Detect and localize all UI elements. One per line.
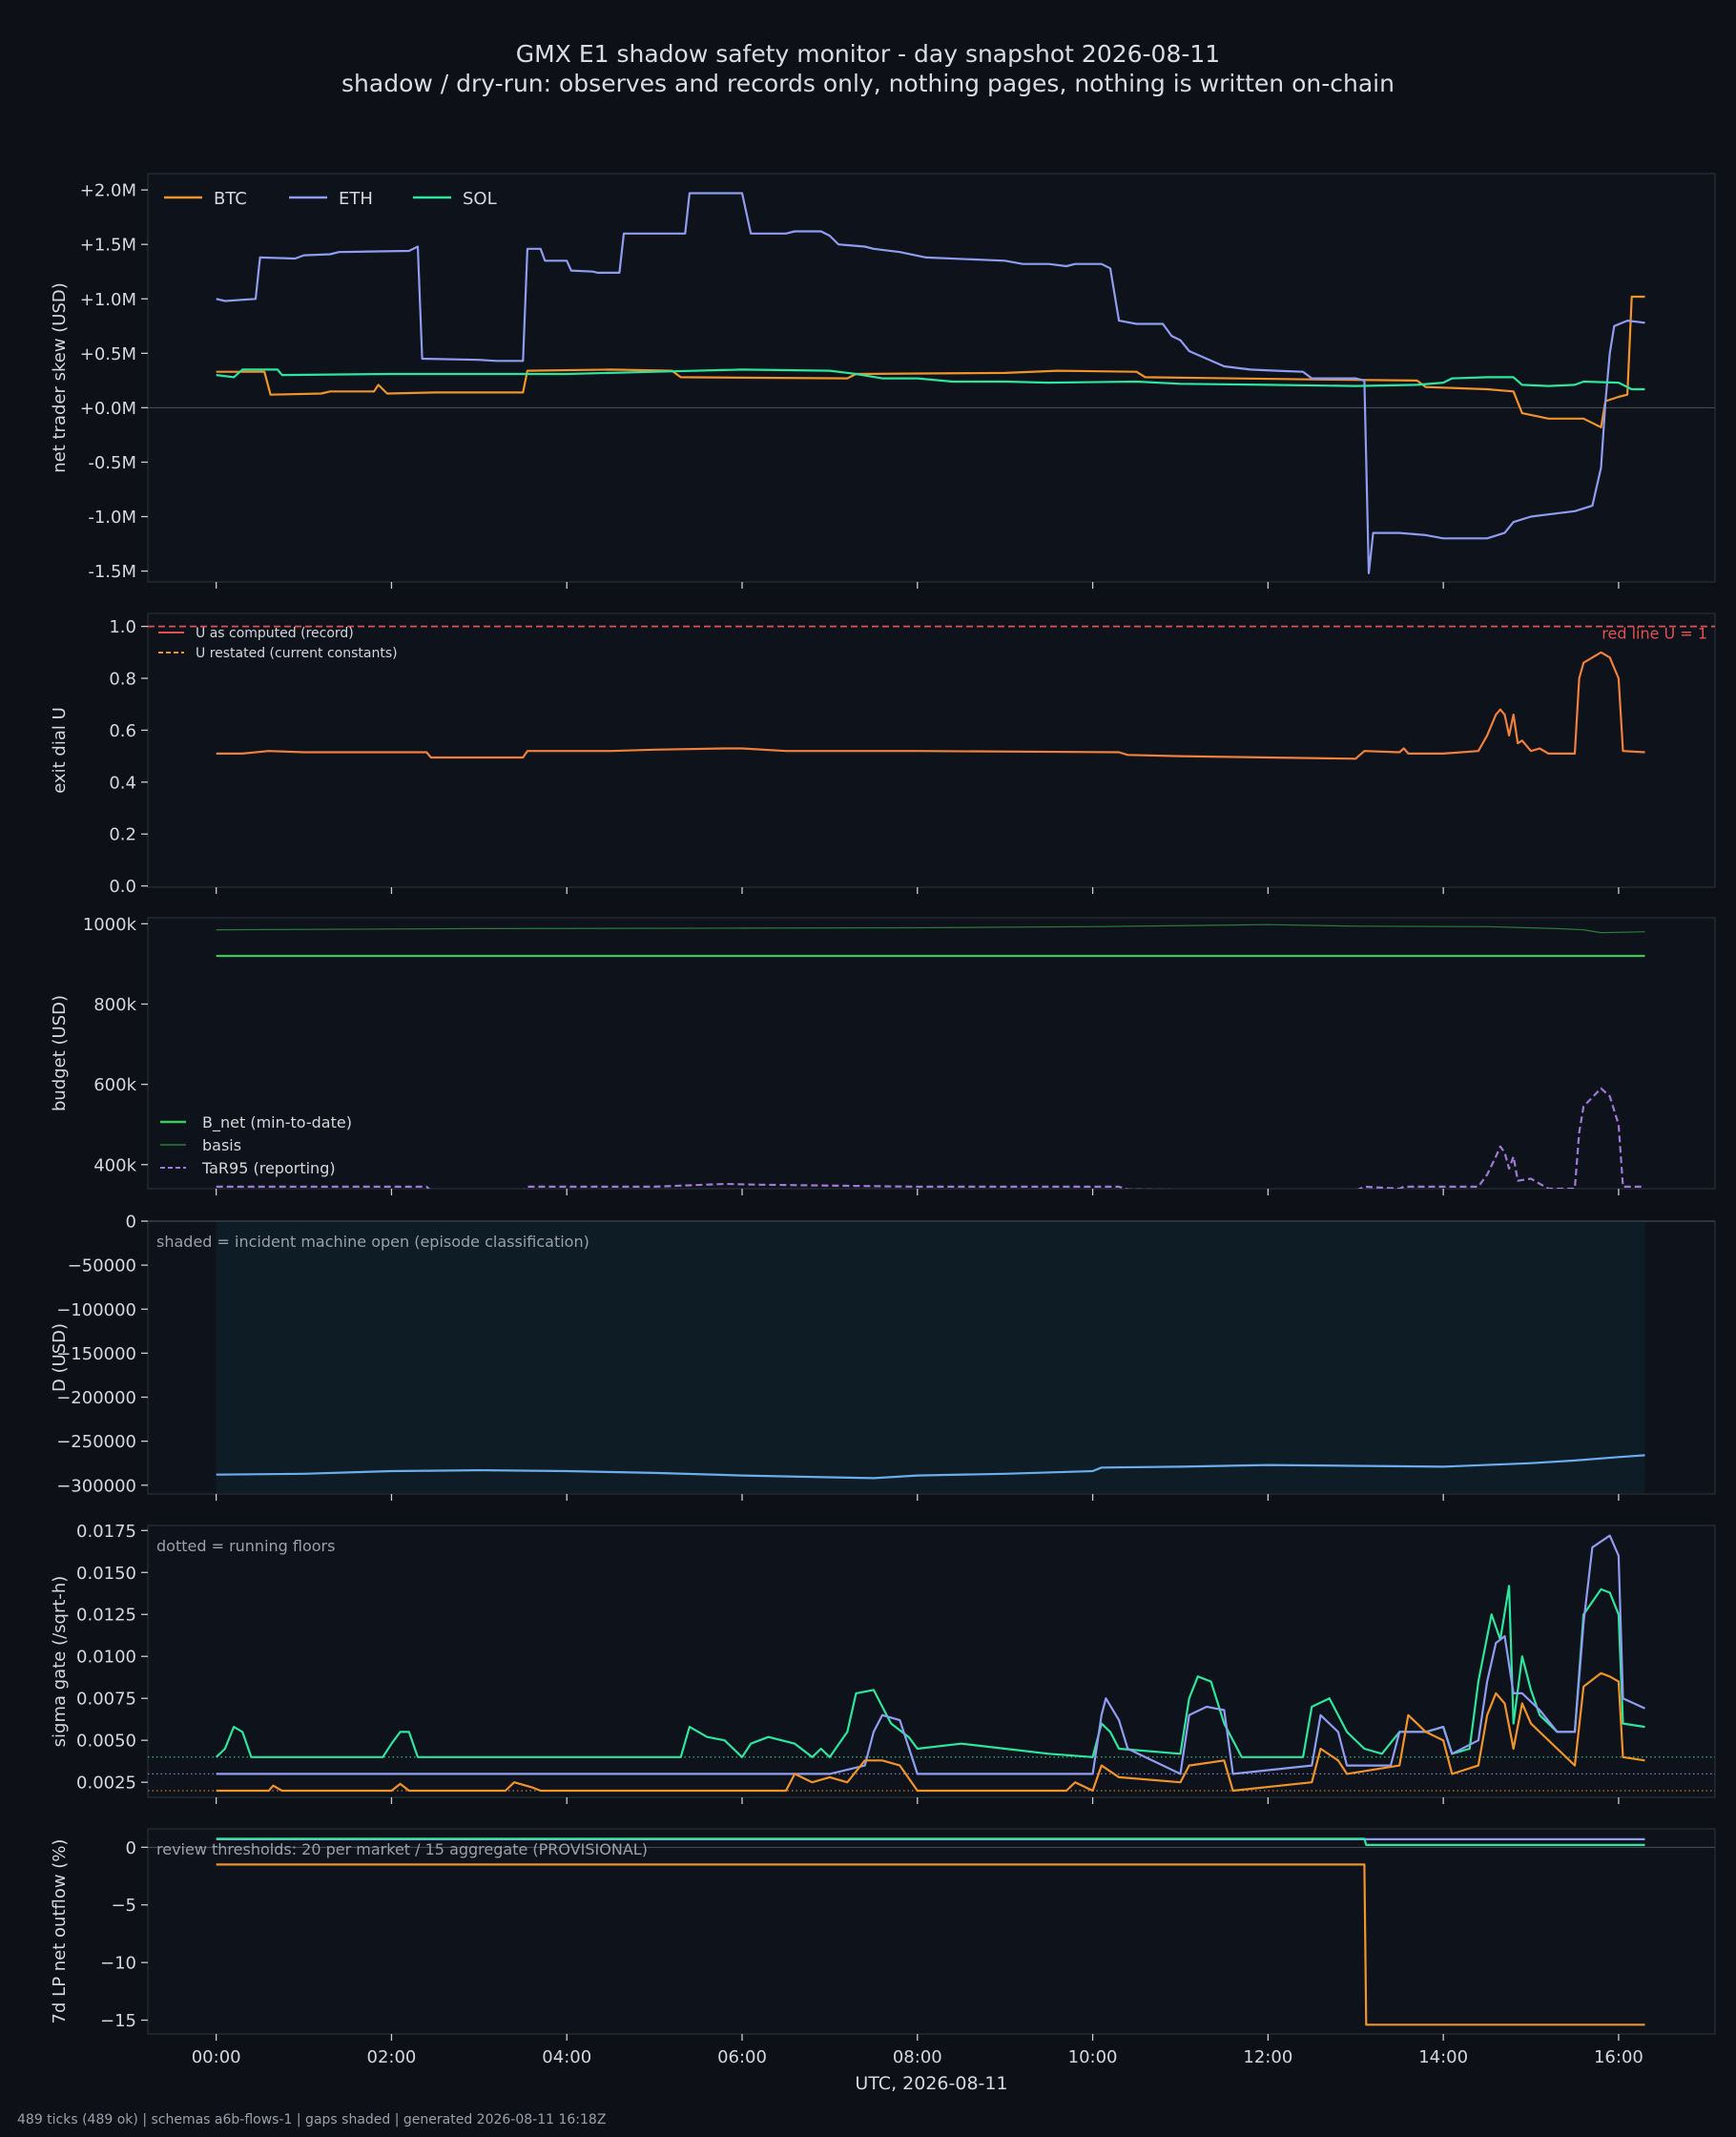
panel-budget: 1000k 800k 600k 400k budget (USD) B_net (min-… [50, 915, 1716, 1195]
series-d-d [216, 1454, 1645, 1480]
y-tick-label: 0.0100 [76, 1648, 136, 1668]
y-axis-label: budget (USD) [50, 995, 70, 1111]
incident-shading [216, 1222, 1645, 1493]
y-tick-label: −15 [100, 2011, 136, 2031]
y-tick-label: 600k [93, 1075, 136, 1095]
series-budget-tar95 [216, 1087, 1645, 1189]
y-axis-label: net trader skew (USD) [50, 282, 70, 473]
y-tick-label: 0.0050 [76, 1732, 136, 1752]
panel-annotation: review thresholds: 20 per market / 15 ag… [156, 1840, 648, 1858]
y-tick-label: 1000k [83, 915, 137, 935]
chart-subtitle: shadow / dry-run: observes and records o… [341, 70, 1395, 97]
series-exit_dial-u_record [216, 651, 1645, 760]
footer-status: 489 ticks (489 ok) | schemas a6b-flows-1… [17, 2112, 607, 2127]
panel-lp_outflow: 0 −5 −10 −15 7d LP net outflow (%) review thr… [50, 1828, 1716, 2041]
legend-label-1: basis [202, 1136, 241, 1154]
y-tick-label: 800k [93, 995, 136, 1015]
x-tick-label: 14:00 [1418, 2047, 1468, 2067]
x-tick-label: 08:00 [893, 2047, 942, 2067]
y-tick-label: +0.0M [80, 399, 136, 419]
y-tick-label: −10 [100, 1954, 136, 1974]
y-axis-label: 7d LP net outflow (%) [50, 1839, 70, 2024]
series-sigma-btc [216, 1671, 1645, 1793]
y-tick-label: 0.0150 [76, 1564, 136, 1584]
x-tick-label: 06:00 [717, 2047, 767, 2067]
y-tick-label: 0.8 [109, 670, 136, 690]
x-axis-label: UTC, 2026-08-11 [855, 2073, 1007, 2094]
x-tick-label: 16:00 [1594, 2047, 1643, 2067]
y-axis-label: sigma gate (/sqrt-h) [50, 1576, 70, 1748]
y-tick-label: −250000 [56, 1432, 136, 1452]
y-tick-label: −50000 [68, 1256, 136, 1276]
panel-skew: +2.0M +1.5M +1.0M +0.5M +0.0M -0.5M -1.0M -1.5M… [50, 173, 1716, 589]
red-line-label: red line U = 1 [1602, 625, 1707, 643]
x-tick-label: 02:00 [367, 2047, 417, 2067]
y-tick-label: −300000 [56, 1476, 136, 1496]
y-tick-label: +2.0M [80, 181, 136, 201]
y-tick-label: +1.5M [80, 236, 136, 256]
y-tick-label: 0 [126, 1838, 136, 1858]
panel-exit_dial: 1.0 0.8 0.6 0.4 0.2 0.0 exit dial U red line U … [50, 612, 1716, 897]
plot-area-lp_outflow [147, 1828, 1716, 2035]
series-lp_outflow-btc [216, 1863, 1645, 2026]
y-tick-label: 400k [93, 1155, 136, 1175]
y-tick-label: -1.5M [88, 562, 136, 582]
y-tick-label: 0.6 [109, 721, 136, 741]
legend-label-0: B_net (min-to-date) [202, 1113, 352, 1132]
y-tick-label: 0.4 [109, 773, 136, 793]
y-tick-label: −150000 [56, 1344, 136, 1364]
panel-annotation: shaded = incident machine open (episode … [156, 1233, 589, 1251]
x-tick-label: 12:00 [1243, 2047, 1292, 2067]
y-tick-label: 0.0 [109, 877, 136, 897]
series-skew-eth [216, 192, 1645, 574]
y-tick-label: -1.0M [88, 508, 136, 528]
series-lp_outflow-sol [216, 1837, 1645, 1846]
legend-label-sol: SOL [463, 189, 497, 209]
series-skew-sol [216, 368, 1645, 391]
y-tick-label: 0.0125 [76, 1606, 136, 1626]
x-tick-label: 04:00 [542, 2047, 591, 2067]
series-budget-basis [216, 923, 1645, 934]
plot-area-budget [147, 917, 1716, 1190]
x-tick-label: 00:00 [192, 2047, 241, 2067]
legend-label-1: U restated (current constants) [196, 646, 398, 661]
y-axis-label: exit dial U [50, 707, 70, 794]
y-tick-label: +0.5M [80, 344, 136, 364]
series-sigma-sol [215, 1585, 1645, 1758]
series-sigma-eth [216, 1534, 1645, 1775]
legend-label-btc: BTC [214, 189, 247, 209]
y-tick-label: 0.0025 [76, 1774, 136, 1794]
legend-label-0: U as computed (record) [196, 626, 354, 641]
y-axis-label: D (USD) [50, 1323, 70, 1392]
chart-title: GMX E1 shadow safety monitor - day snaps… [515, 40, 1221, 68]
y-tick-label: -0.5M [88, 453, 136, 473]
panel-sigma: 0.0175 0.0150 0.0125 0.0100 0.0075 0.0050 0.00… [50, 1522, 1716, 1804]
y-tick-label: 0.0175 [76, 1522, 136, 1542]
series-skew-btc [216, 295, 1645, 428]
y-tick-label: 0.0075 [76, 1690, 136, 1710]
y-tick-label: 0 [126, 1213, 136, 1233]
panel-annotation: dotted = running floors [156, 1537, 335, 1555]
y-tick-label: +1.0M [80, 290, 136, 310]
y-tick-label: −5 [111, 1896, 136, 1916]
x-axis: 00:00 02:00 04:00 06:00 08:00 10:00 12:00 14:00… [192, 2047, 1643, 2094]
panel-d: 0 −50000 −100000 −150000 −200000 −250000 −3000… [50, 1213, 1716, 1501]
legend-label-eth: ETH [339, 189, 373, 209]
y-tick-label: 0.2 [109, 825, 136, 845]
y-tick-label: −200000 [56, 1388, 136, 1408]
x-tick-label: 10:00 [1068, 2047, 1118, 2067]
legend-label-2: TaR95 (reporting) [201, 1159, 336, 1177]
y-tick-label: −100000 [56, 1300, 136, 1320]
y-tick-label: 1.0 [109, 617, 136, 637]
